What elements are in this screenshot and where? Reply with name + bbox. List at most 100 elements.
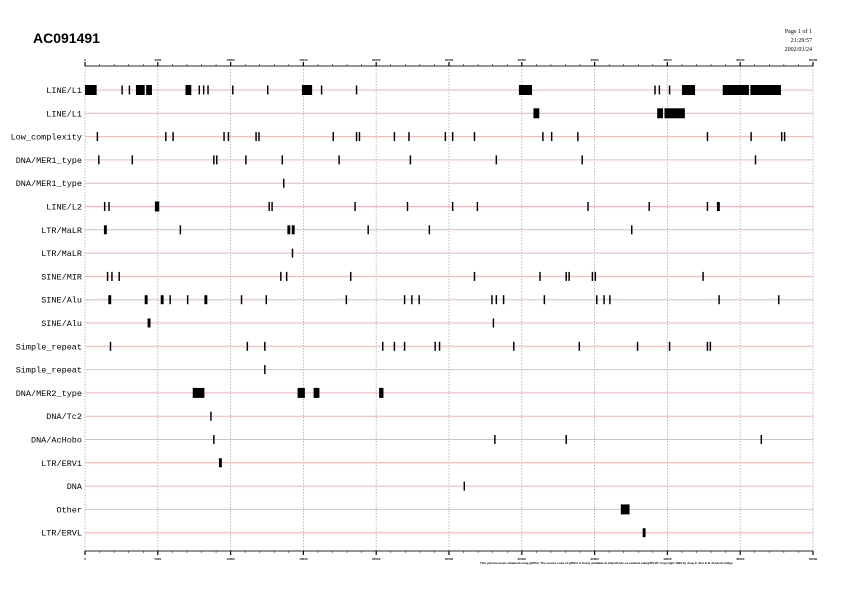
repeat-feature [403,295,406,305]
repeat-feature [108,295,112,305]
repeat-feature [591,271,594,281]
repeat-feature [654,85,656,95]
repeat-feature [379,387,384,398]
repeat-feature [428,225,431,235]
axes: 0 5000 10000 15000 20000 25000 30000 35000 40000… [84,58,817,561]
repeat-feature [355,85,358,95]
repeat-feature [223,132,225,142]
repeat-feature [722,85,749,95]
repeat-feature [409,155,412,165]
axis-tick-label: 20000 [372,58,381,62]
repeat-feature [603,295,605,305]
repeat-feature [213,155,215,165]
repeat-feature [476,202,479,211]
repeat-feature [207,85,209,95]
axis-tick-label: 40000 [663,58,672,62]
repeat-feature [609,295,611,305]
repeat-feature [154,201,160,212]
repeat-feature [492,318,495,328]
repeat-feature [543,295,546,305]
repeat-feature [131,155,134,165]
repeat-feature [185,85,192,95]
track-row: DNA/MER1_type [16,155,813,166]
repeat-feature [268,202,270,211]
repeat-feature [128,85,131,95]
repeat-feature [596,295,598,305]
axis-tick-label: 50000 [809,58,818,62]
axis-tick-label: 5000 [154,58,161,62]
repeat-feature [232,85,234,95]
repeat-feature [495,295,498,305]
repeat-feature [393,341,396,351]
repeat-feature [198,85,201,95]
repeat-feature [706,202,709,211]
repeat-feature [451,132,454,142]
row-label: SINE/Alu [41,319,82,329]
repeat-feature [245,155,247,165]
repeat-feature [716,202,720,211]
repeat-feature [718,295,720,305]
repeat-feature [358,132,361,142]
repeat-feature [121,85,123,95]
row-label: DNA/MER1_type [16,156,82,166]
repeat-feature [172,132,174,142]
axis-tick-label: 40000 [663,557,672,561]
repeat-feature [204,295,208,305]
repeat-feature [285,271,288,281]
repeat-feature [581,155,583,165]
repeat-feature [783,132,786,142]
track-row: Simple_repeat [16,341,813,352]
row-label: DNA/MER1_type [16,179,82,189]
repeat-feature [258,132,260,142]
track-row: SINE/Alu [41,318,813,329]
repeat-feature [355,132,358,142]
page-number: Page 1 of 1 [784,29,812,35]
repeat-feature [135,85,145,95]
repeat-feature [542,132,544,142]
row-label: SINE/Alu [41,296,82,306]
repeat-feature [750,132,752,142]
row-label: LTR/ERVL [41,529,82,539]
repeat-feature [494,435,496,444]
repeat-feature [706,341,709,351]
row-label: LINE/L2 [46,203,82,213]
track-row: DNA [67,481,813,492]
repeat-feature [594,271,597,281]
repeat-feature [227,132,230,142]
repeat-feature [620,504,630,515]
repeat-feature [406,202,409,211]
repeat-feature [403,341,406,351]
row-label: LINE/L1 [46,86,82,96]
repeat-feature [213,435,215,444]
axis-tick-label: 50000 [809,557,818,561]
repeat-feature [750,85,781,95]
row-label: DNA/Tc2 [46,412,82,422]
repeat-feature [109,341,112,351]
repeat-feature [533,108,540,119]
footer-credit: This plot has been obtained using gifPlo… [480,561,733,565]
axis-tick-label: 25000 [445,58,454,62]
repeat-feature [160,295,164,305]
repeat-feature [280,271,282,281]
repeat-feature [408,132,410,142]
track-row: SINE/MIR [41,271,813,282]
repeat-feature [165,132,167,142]
axis-tick-label: 15000 [299,58,308,62]
repeat-feature [103,202,106,211]
repeat-feature [146,85,152,95]
repeat-feature [144,295,148,305]
repeat-feature [648,202,650,211]
repeat-feature [393,132,396,142]
repeat-feature [681,85,696,95]
repeat-feature [240,295,243,305]
repeat-feature [709,341,712,351]
repeat-feature [291,225,295,235]
repeat-feature [147,318,151,328]
repeat-feature [283,178,285,188]
repeat-feature [98,155,100,165]
row-label: SINE/MIR [41,272,82,282]
repeat-feature [382,341,384,351]
repeat-feature [518,85,532,95]
page-date: 2002/03/24 [784,47,812,53]
repeat-feature [513,341,515,351]
